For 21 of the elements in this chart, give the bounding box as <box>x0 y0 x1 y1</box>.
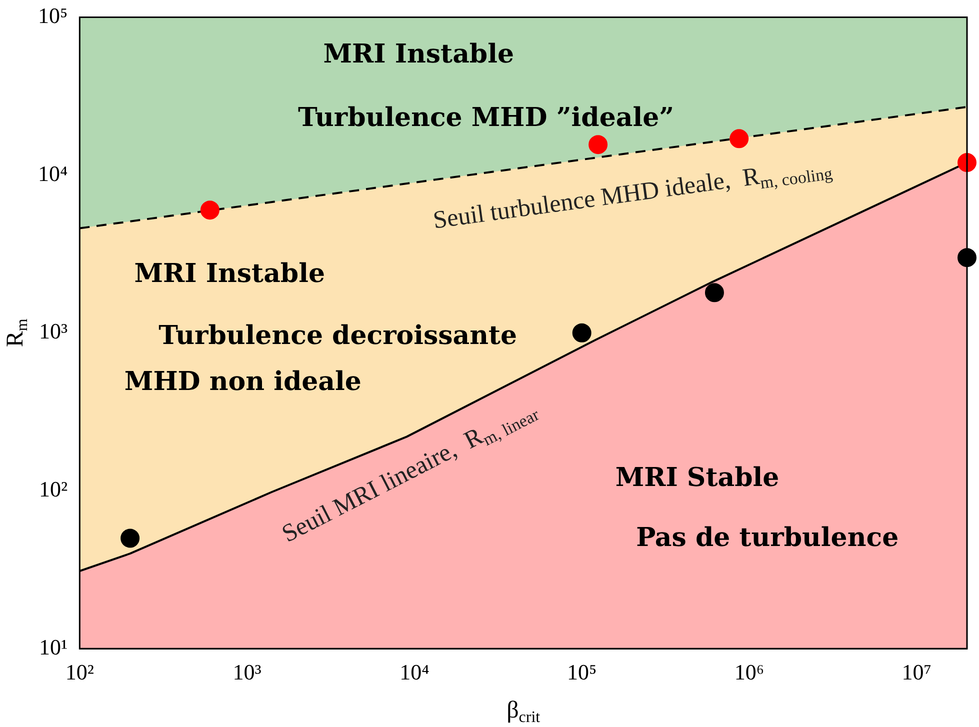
x-tick-label: 10² <box>65 660 94 685</box>
y-axis-title: Rm <box>2 318 31 348</box>
y-tick-label: 10⁴ <box>38 160 68 186</box>
annotation: Seuil turbulence MHD ideale, Rm, cooling <box>431 162 834 234</box>
y-tick-label: 10³ <box>39 318 68 344</box>
annotation: Pas de turbulence <box>636 523 899 554</box>
annotation: Turbulence MHD ”ideale” <box>298 103 674 134</box>
x-tick-label: 10⁴ <box>400 660 430 685</box>
annotation: Seuil MRI lineaire, Rm, linear <box>278 404 543 548</box>
annotation: Turbulence decroissante <box>158 321 518 352</box>
y-tick-label: 10⁵ <box>38 2 68 28</box>
x-tick-label: 10⁷ <box>902 660 932 685</box>
annotation: MHD non ideale <box>124 367 362 398</box>
annotation: MRI Instable <box>323 39 514 70</box>
x-tick-label: 10⁵ <box>567 660 597 685</box>
x-tick-label: 10³ <box>232 660 262 685</box>
y-tick-label: 10¹ <box>39 634 68 660</box>
x-tick-label: 10⁶ <box>734 660 764 685</box>
annotation: MRI Stable <box>615 463 780 494</box>
annotation: MRI Instable <box>134 259 326 290</box>
y-tick-label: 10² <box>39 476 68 502</box>
